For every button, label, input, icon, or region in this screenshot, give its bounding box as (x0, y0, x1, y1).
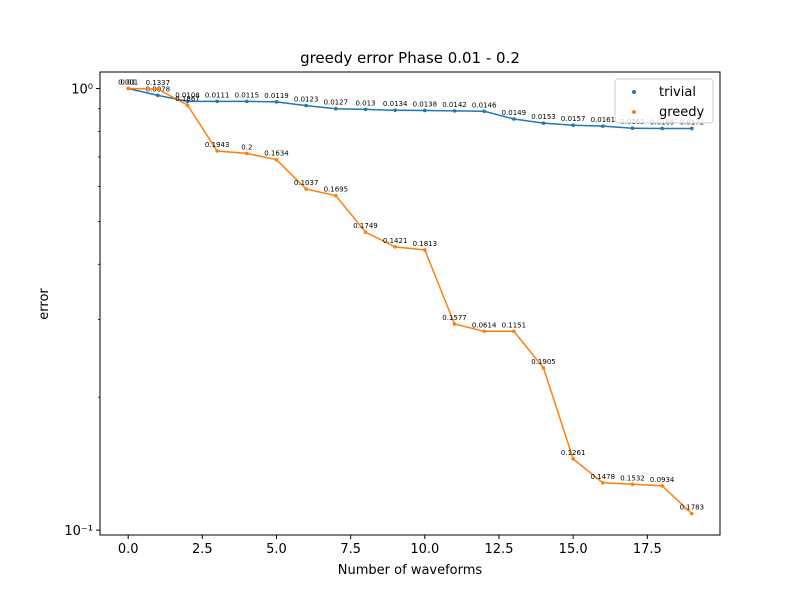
data-point-trivial (156, 93, 160, 98)
data-label-greedy: 0.1943 (205, 141, 230, 149)
legend-marker-greedy (632, 110, 636, 114)
data-point-trivial (363, 107, 368, 112)
data-point-greedy (690, 511, 694, 516)
data-point-trivial (630, 126, 635, 131)
data-point-greedy (482, 329, 486, 334)
data-point-greedy (245, 151, 249, 156)
data-point-greedy (601, 480, 605, 485)
data-point-greedy (660, 484, 664, 488)
data-label-trivial: 0.0142 (442, 101, 467, 109)
data-label-greedy: 0.1867 (175, 95, 200, 103)
data-point-trivial (393, 108, 397, 113)
y-tick-label: 10⁻¹ (64, 524, 93, 539)
x-tick-label: 2.5 (192, 542, 213, 557)
x-tick-label: 15.0 (559, 542, 588, 557)
data-label-greedy: 0.1695 (324, 186, 349, 194)
data-label-trivial: 0.0115 (235, 91, 260, 99)
data-label-greedy: 0.1634 (264, 150, 289, 158)
legend-marker-trivial (632, 90, 636, 94)
data-point-greedy (630, 482, 635, 487)
x-tick-label: 10.0 (410, 542, 439, 557)
data-label-trivial: 0.0149 (502, 109, 527, 117)
data-point-trivial (660, 126, 664, 131)
data-label-greedy: 0.1151 (502, 321, 527, 329)
data-label-greedy: 0.1749 (353, 222, 378, 230)
y-tick-label: 10⁰ (71, 83, 93, 98)
x-tick-label: 7.5 (340, 542, 361, 557)
data-point-greedy (156, 87, 160, 91)
data-label-trivial: 0.0138 (413, 100, 438, 108)
data-label-greedy: 0.1337 (146, 79, 171, 87)
data-label-greedy: 0.0614 (472, 321, 497, 329)
data-label-greedy: 0.1905 (531, 358, 556, 366)
x-tick-label: 17.5 (633, 542, 662, 557)
data-point-trivial (304, 103, 308, 108)
data-point-trivial (452, 109, 457, 113)
x-tick-label: 5.0 (266, 542, 287, 557)
data-label-trivial: 0.0119 (264, 92, 289, 100)
series-line-trivial (128, 87, 692, 130)
data-point-trivial (601, 124, 605, 128)
data-label-greedy: 0.1577 (442, 314, 467, 322)
data-label-trivial: 0.0146 (472, 101, 497, 109)
legend: trivial greedy (614, 78, 714, 124)
legend-label-trivial: trivial (659, 85, 696, 100)
data-point-greedy (274, 157, 279, 162)
plot-area: 0.0 2.5 5.0 7.5 10.0 12.5 15.0 17.5 10⁰ 10⁻¹ 0.001… (64, 78, 714, 557)
data-point-greedy (126, 86, 130, 91)
data-point-greedy (452, 322, 457, 326)
axes-frame (99, 71, 721, 536)
data-point-greedy (393, 245, 397, 249)
data-point-greedy (334, 193, 338, 198)
data-label-trivial: 0.0157 (561, 115, 586, 123)
data-point-greedy (185, 103, 190, 107)
data-label-trivial: 0.0111 (205, 91, 230, 99)
x-tick-label: 0.0 (118, 542, 139, 557)
y-axis-title: error (37, 288, 52, 320)
data-label-trivial: 0.0108 (175, 91, 200, 99)
data-point-trivial (185, 99, 190, 104)
data-label-trivial: 0.0161 (591, 116, 616, 124)
data-point-trivial (690, 126, 694, 131)
data-point-greedy (363, 230, 368, 234)
data-point-trivial (334, 106, 338, 111)
data-label-greedy: 0.0934 (650, 476, 675, 484)
data-label-trivial: 0.0127 (324, 99, 349, 107)
data-label-greedy: 0.1813 (413, 240, 438, 248)
legend-box (614, 78, 714, 124)
data-point-greedy (215, 149, 219, 153)
legend-label-greedy: greedy (659, 105, 705, 120)
series-line-greedy (128, 87, 693, 515)
data-label-greedy: 0.1478 (591, 473, 616, 481)
data-label-greedy: 0.1037 (294, 179, 319, 187)
data-point-greedy (571, 457, 575, 461)
data-label-trivial: 0.0153 (531, 113, 556, 121)
data-label-trivial: 0.0123 (294, 96, 319, 104)
data-point-greedy (541, 366, 546, 370)
data-label-trivial: 0.0134 (383, 100, 408, 108)
data-label-greedy: 0.1421 (383, 237, 408, 245)
data-point-trivial (571, 123, 575, 127)
data-point-trivial (512, 117, 516, 121)
data-point-trivial (541, 121, 546, 125)
data-point-greedy (512, 329, 516, 334)
data-point-trivial (482, 109, 486, 114)
data-label-greedy: 0.2 (241, 143, 252, 151)
data-point-greedy (423, 248, 427, 252)
data-label-trivial: 0.001 (118, 79, 138, 87)
data-label-trivial: 0.013 (355, 99, 375, 107)
data-label-greedy: 0.01 (120, 79, 136, 87)
x-axis-title: Number of waveforms (338, 563, 483, 578)
data-label-greedy: 0.1261 (561, 449, 586, 457)
data-point-trivial (274, 100, 279, 104)
x-tick-label: 12.5 (485, 542, 514, 557)
data-label-greedy: 0.1783 (680, 504, 705, 512)
data-point-greedy (304, 187, 308, 191)
data-label-greedy: 0.1532 (620, 474, 645, 482)
chart-title: greedy error Phase 0.01 - 0.2 (300, 49, 520, 67)
data-point-trivial (423, 108, 427, 113)
data-point-trivial (215, 99, 219, 104)
data-point-trivial (245, 99, 249, 104)
